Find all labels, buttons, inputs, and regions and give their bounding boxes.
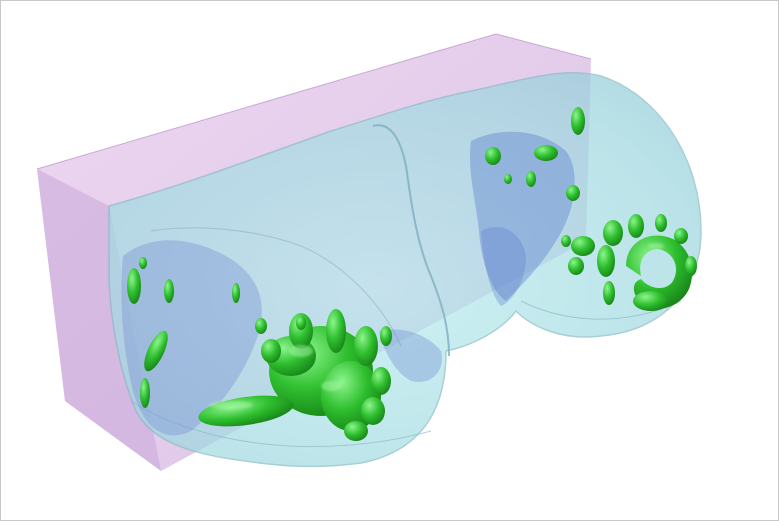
anatomy-surface bbox=[108, 71, 702, 468]
inner-layers bbox=[121, 131, 575, 436]
left-small-lesions bbox=[127, 257, 240, 408]
right-small-lesions bbox=[485, 107, 585, 201]
segmentation-highlights bbox=[209, 243, 664, 409]
right-ring-lesion bbox=[561, 214, 697, 311]
